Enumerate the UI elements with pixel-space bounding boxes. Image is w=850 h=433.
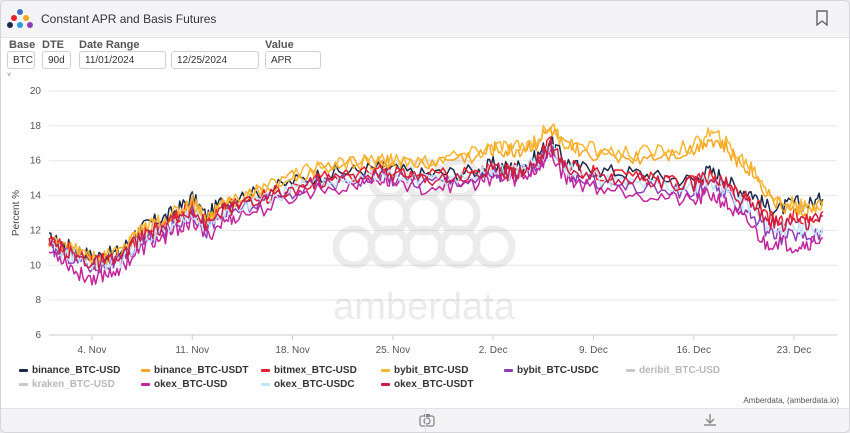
legend-label: okex_BTC-USDC [274,379,355,390]
legend-label: binance_BTC-USDT [154,365,249,376]
legend-label: okex_BTC-USD [154,379,228,390]
legend-swatch [19,382,28,386]
y-tick-label: 6 [35,330,41,341]
legend-label: bybit_BTC-USD [394,365,469,376]
legend-item-binance_BTC-USD[interactable]: binance_BTC-USD [19,365,120,376]
legend-item-okex_BTC-USDT[interactable]: okex_BTC-USDT [381,379,473,390]
card-header: Constant APR and Basis Futures [1,1,849,38]
legend-item-kraken_BTC-USD[interactable]: kraken_BTC-USD [19,379,115,390]
x-tick-label: 9. Dec [579,345,608,356]
line-chart: amberdata 6 8 10 12 14 16 18 20 Percent % 4. Nov… [11,86,837,356]
legend-swatch [261,368,270,372]
chart-legend: binance_BTC-USD binance_BTC-USDT bitmex_BT… [1,363,849,393]
legend-item-okex_BTC-USD[interactable]: okex_BTC-USD [141,379,227,390]
legend-swatch [626,368,635,372]
page-title: Constant APR and Basis Futures [41,12,217,26]
series-lines [48,123,824,286]
legend-label: okex_BTC-USDT [394,379,474,390]
collapse-toggle-icon[interactable]: ˅ [7,72,12,79]
end-date-input[interactable]: 12/25/2024 [171,51,259,69]
x-tick-label: 25. Nov [376,345,410,356]
legend-label: bybit_BTC-USDC [517,365,599,376]
bookmark-icon[interactable] [815,10,829,26]
legend-swatch [141,382,150,386]
legend-label: bitmex_BTC-USD [274,365,357,376]
chart-footer [1,408,849,432]
chart-credit[interactable]: Amberdata, (amberdata.io) [743,396,839,405]
legend-item-binance_BTC-USDT[interactable]: binance_BTC-USDT [141,365,248,376]
legend-item-bitmex_BTC-USD[interactable]: bitmex_BTC-USD [261,365,357,376]
start-date-input[interactable]: 11/01/2024 [79,51,166,69]
camera-icon[interactable] [419,413,435,427]
filter-controls: Base BTC DTE 90d Date Range 11/01/2024 1… [1,37,849,77]
y-tick-label: 16 [30,156,42,167]
legend-label: kraken_BTC-USD [32,379,115,390]
legend-swatch [504,368,513,372]
legend-swatch [261,382,270,386]
x-tick-label: 18. Nov [275,345,309,356]
series-line-okex_BTC-USD [48,148,824,286]
legend-label: deribit_BTC-USD [639,365,721,376]
base-label: Base [9,39,36,51]
legend-item-deribit_BTC-USD[interactable]: deribit_BTC-USD [626,365,720,376]
y-tick-label: 18 [30,121,42,132]
download-icon[interactable] [703,413,717,427]
watermark-text: amberdata [333,286,516,328]
base-select[interactable]: BTC [7,51,35,69]
x-tick-label: 4. Nov [78,345,107,356]
dte-label: DTE [42,39,64,51]
legend-label: binance_BTC-USD [32,365,121,376]
dte-select[interactable]: 90d [42,51,71,69]
y-tick-label: 14 [30,191,42,202]
series-line-okex_BTC-USDC [48,144,824,271]
legend-item-bybit_BTC-USD[interactable]: bybit_BTC-USD [381,365,468,376]
y-axis-label: Percent % [11,190,22,236]
legend-item-okex_BTC-USDC[interactable]: okex_BTC-USDC [261,379,355,390]
y-tick-label: 8 [35,295,41,306]
value-label: Value [265,39,294,51]
legend-swatch [19,368,28,372]
legend-item-bybit_BTC-USDC[interactable]: bybit_BTC-USDC [504,365,599,376]
y-tick-label: 10 [30,260,42,271]
x-axis: 4. Nov 11. Nov 18. Nov 25. Nov 2. Dec 9. Dec 1… [49,334,837,356]
legend-swatch [381,382,390,386]
legend-swatch [381,368,390,372]
x-tick-label: 11. Nov [175,345,209,356]
x-tick-label: 16. Dec [676,345,710,356]
y-tick-label: 12 [30,225,42,236]
x-tick-label: 23. Dec [777,345,811,356]
date-range-label: Date Range [79,39,140,51]
series-line-binance_BTC-USDT [48,126,824,267]
amberdata-logo-icon [7,9,33,28]
series-line-okex_BTC-USDT [48,138,824,271]
series-line-bybit_BTC-USD [48,123,824,266]
y-axis: 6 8 10 12 14 16 18 20 Percent % [11,86,41,341]
y-tick-label: 20 [30,86,42,97]
x-tick-label: 2. Dec [479,345,508,356]
legend-swatch [141,368,150,372]
footer-divider [425,409,426,432]
value-select[interactable]: APR [265,51,321,69]
